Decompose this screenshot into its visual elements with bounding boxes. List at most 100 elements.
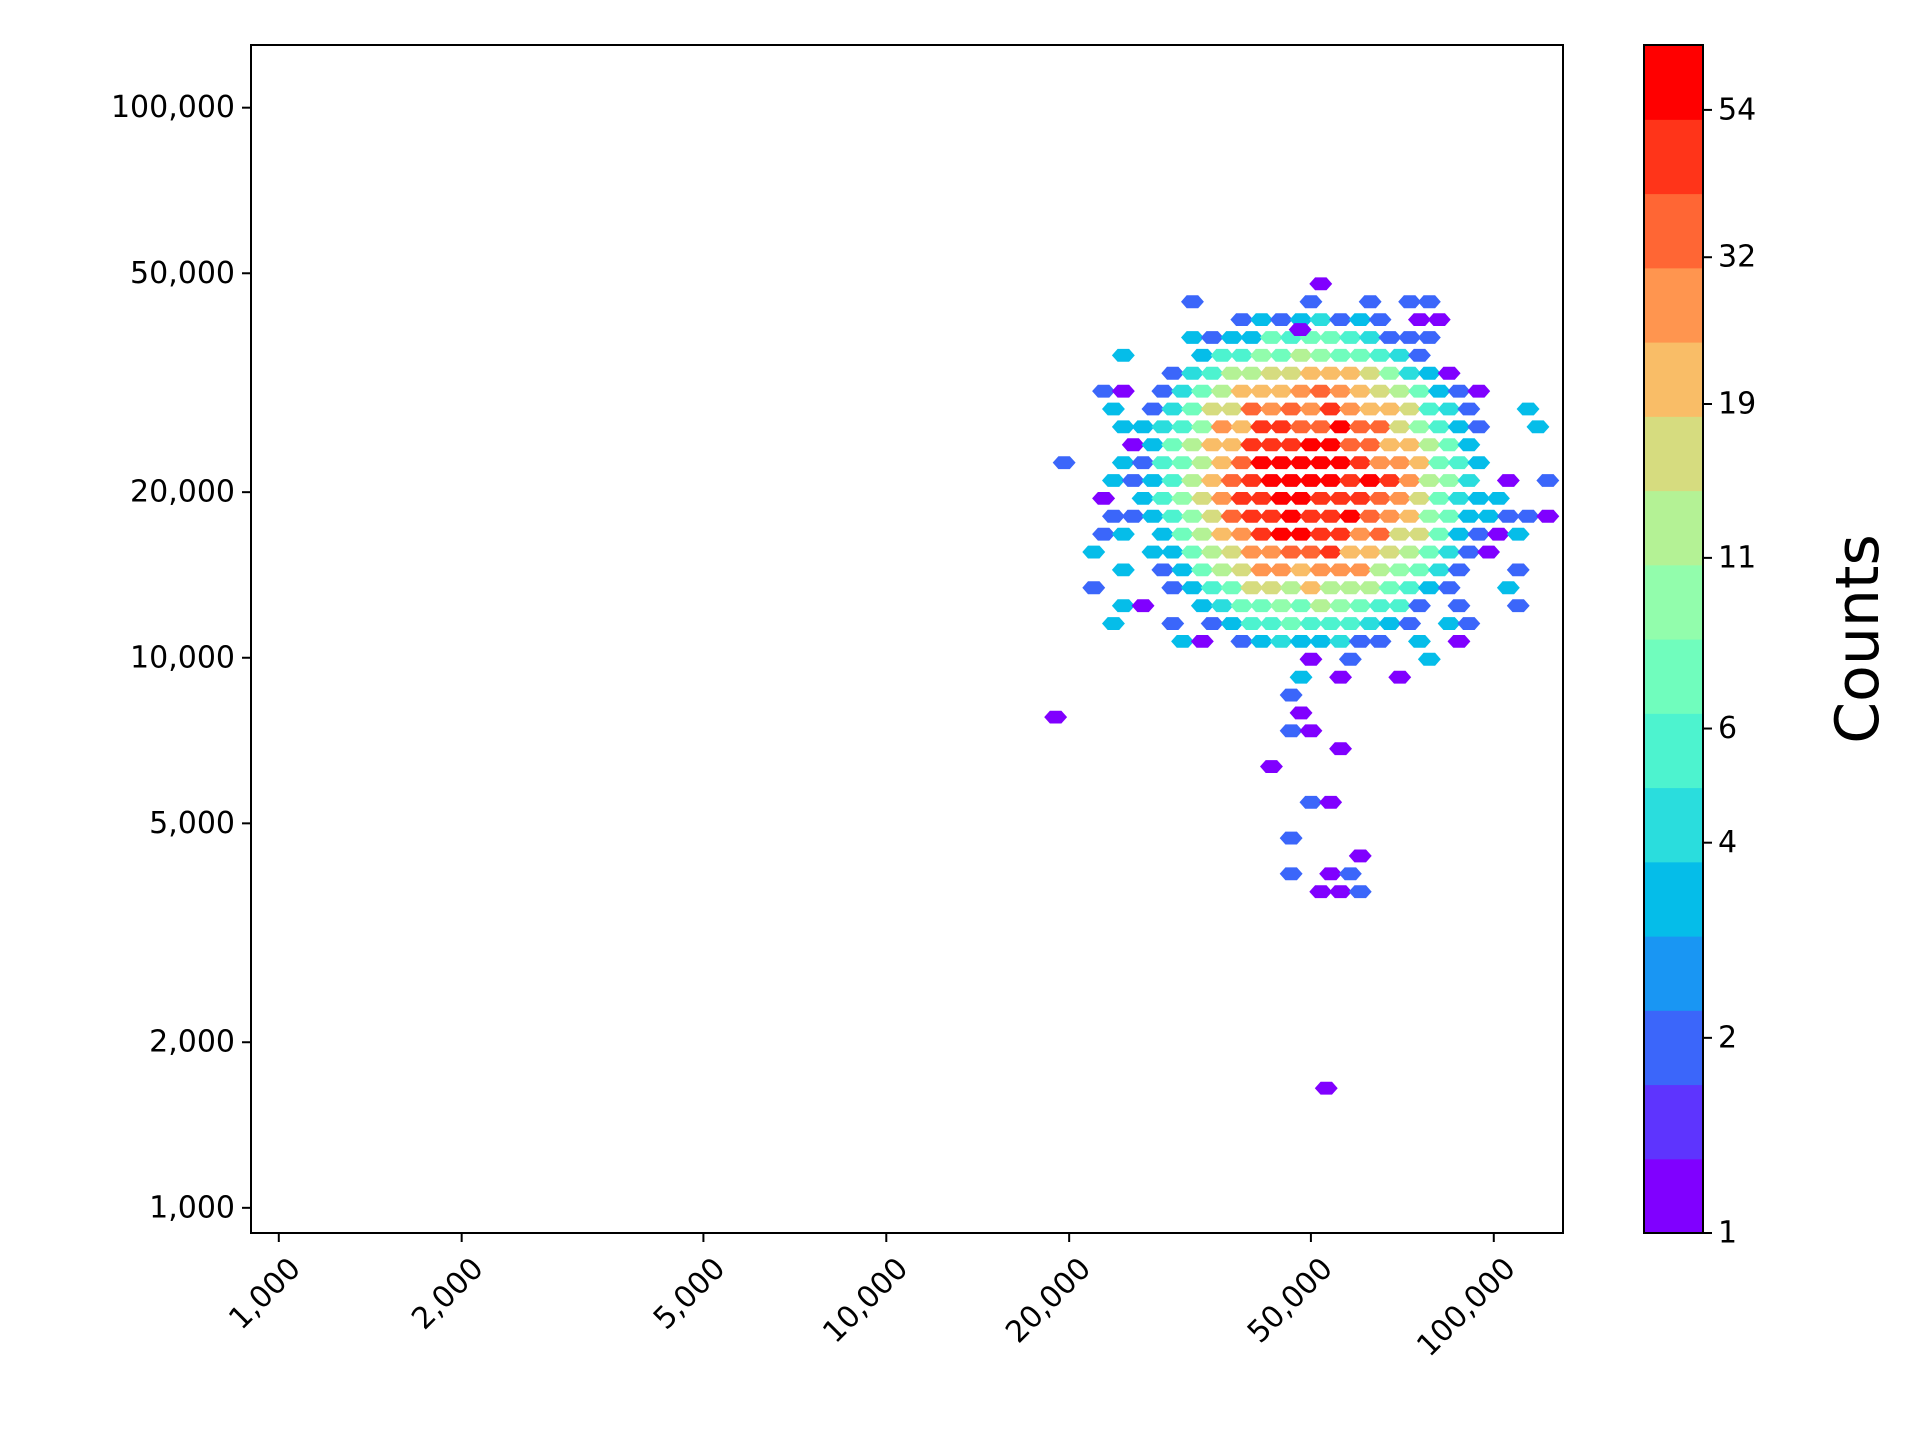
- hexbin-cell: [1161, 366, 1185, 380]
- y-axis: 1,000 2,000 5,000 10,000 20,000 50,000 100,000: [111, 90, 251, 1225]
- hexbin-cell: [1309, 635, 1333, 648]
- y-tick-label: 50,000: [130, 256, 235, 291]
- hexbin-cell: [1457, 474, 1481, 487]
- hexbin-cell: [1279, 867, 1303, 881]
- colorbar-tick-label: 54: [1718, 92, 1756, 127]
- hexbin-cell: [1240, 617, 1264, 630]
- hexbin-cell: [1516, 402, 1540, 416]
- hexbin-cell: [1289, 599, 1313, 613]
- hexbin-cell: [1408, 635, 1431, 648]
- hexbin-cell: [1260, 331, 1283, 344]
- hexbin-cell: [1220, 581, 1244, 595]
- hexbin-cell: [1181, 331, 1204, 344]
- hexbin-cell: [1388, 670, 1412, 684]
- hexbin-cell: [1230, 420, 1254, 434]
- hexbin-cell: [1338, 366, 1362, 380]
- hexbin-cell: [1319, 545, 1343, 559]
- hexbin-cell: [1437, 438, 1461, 452]
- hexbin-cell: [1161, 545, 1185, 559]
- hexbin-cell: [1220, 545, 1244, 559]
- hexbin-cell: [1092, 492, 1116, 505]
- hexbin-cell: [1338, 438, 1362, 452]
- hexbin-cell: [1368, 420, 1392, 434]
- colorbar-tick-label: 32: [1718, 240, 1756, 275]
- hexbin-cell: [1131, 492, 1155, 505]
- hexbin-cell: [1111, 420, 1135, 434]
- hexbin-cell: [1329, 635, 1352, 648]
- hexbin-cell: [1314, 1081, 1338, 1095]
- hexbin-cell: [1417, 474, 1441, 487]
- hexbin-cell: [1171, 635, 1194, 648]
- hexbin-cell: [1348, 313, 1372, 326]
- hexbin-cell: [1250, 456, 1273, 470]
- hexbin-cell: [1250, 563, 1273, 577]
- hexbin-cell: [1092, 527, 1116, 541]
- hexbin-cell: [1378, 581, 1402, 595]
- hexbin-cell: [1190, 635, 1214, 648]
- hexbin-cell: [1368, 527, 1392, 541]
- hexbin-cell: [1388, 599, 1412, 613]
- hexbin-cell: [1408, 599, 1431, 613]
- hexbin-cell: [1269, 563, 1293, 577]
- hexbin-cell: [1141, 509, 1165, 523]
- hexbin-cell: [1329, 527, 1352, 541]
- hexbin-cell: [1200, 474, 1224, 487]
- hexbin-cell: [1378, 545, 1402, 559]
- hexbin-cell: [1398, 331, 1422, 344]
- hexbin-cell: [1319, 438, 1343, 452]
- hexbin-cell: [1052, 456, 1076, 470]
- hexbin-cell: [1309, 420, 1333, 434]
- hexbin-cell: [1082, 545, 1106, 559]
- hexbin-cell: [1289, 563, 1313, 577]
- hexbin-cell: [1368, 348, 1392, 362]
- colorbar-band: [1644, 342, 1703, 417]
- hexbin-cell: [1536, 509, 1560, 523]
- hexbin-cell: [1240, 581, 1264, 595]
- hexbin-cell: [1161, 402, 1185, 416]
- hexbin-cell: [1319, 795, 1343, 809]
- hexbin-cell: [1338, 652, 1362, 666]
- hexbin-cell: [1240, 331, 1264, 344]
- hexbin-cell: [1260, 545, 1283, 559]
- colorbar-tick-label: 1: [1718, 1216, 1737, 1251]
- plot-frame: [250, 44, 1564, 1234]
- hexbin-cell: [1358, 509, 1382, 523]
- hexbin-cell: [1102, 509, 1125, 523]
- hexbin-cell: [1240, 545, 1264, 559]
- colorbar-frame: [1643, 44, 1704, 1234]
- hexbin-cell: [1250, 635, 1273, 648]
- hexbin-cell: [1309, 384, 1333, 398]
- hexbin-cell: [1269, 456, 1293, 470]
- hexbin-cell: [1299, 652, 1323, 666]
- hexbin-cell: [1437, 545, 1461, 559]
- hexbin-cell: [1368, 563, 1392, 577]
- hexbin-cell: [1437, 474, 1461, 487]
- hexbin-cell: [1200, 581, 1224, 595]
- hexbin-cell: [1536, 474, 1560, 487]
- hexbin-cell: [1269, 420, 1293, 434]
- hexbin-cell: [1141, 402, 1165, 416]
- hexbin-cell: [1299, 795, 1323, 809]
- hexbin-cell: [1220, 366, 1244, 380]
- hexbin-cell: [1260, 402, 1283, 416]
- hexbin-cell: [1408, 563, 1431, 577]
- hexbin-cell: [1181, 545, 1204, 559]
- hexbin-cell: [1516, 509, 1540, 523]
- hexbin-cell: [1309, 527, 1333, 541]
- hexbin-cell: [1378, 402, 1402, 416]
- hexbin-cell: [1111, 599, 1135, 613]
- colorbar-band: [1644, 639, 1703, 714]
- hexbin-cell: [1408, 456, 1431, 470]
- hexbin-cell: [1269, 313, 1293, 326]
- hexbin-cell: [1329, 384, 1352, 398]
- hexbin-cell: [1437, 581, 1461, 595]
- hexbin-cell: [1250, 492, 1273, 505]
- hexbin-cell: [1121, 474, 1145, 487]
- hexbin-cell: [1200, 509, 1224, 523]
- hexbin-cell: [1417, 438, 1441, 452]
- hexbin-cells: [1044, 277, 1560, 1095]
- x-tick-label: 10,000: [816, 1251, 915, 1350]
- hexbin-cell: [1240, 438, 1264, 452]
- y-tick-label: 100,000: [111, 90, 235, 125]
- hexbin-cell: [1250, 384, 1273, 398]
